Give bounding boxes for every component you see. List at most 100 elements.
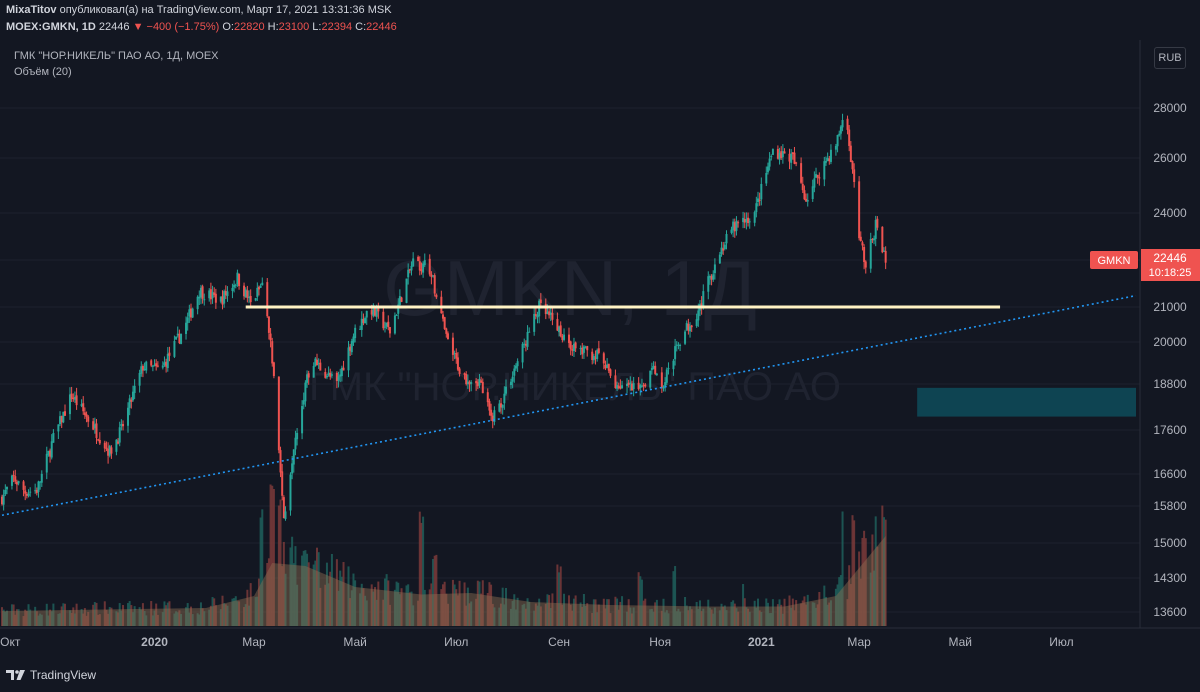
volume-bar-6 bbox=[14, 614, 17, 626]
volume-bar-199 bbox=[463, 582, 466, 626]
volume-bar-222 bbox=[514, 609, 517, 626]
volume-bar-20 bbox=[47, 615, 50, 626]
volume-bar-192 bbox=[445, 593, 448, 626]
volume-bar-269 bbox=[626, 611, 629, 626]
volume-bar-96 bbox=[223, 603, 226, 626]
volume-bar-275 bbox=[639, 576, 642, 626]
candle-body-37 bbox=[85, 414, 88, 417]
volume-bar-372 bbox=[863, 530, 866, 626]
candle-body-149 bbox=[347, 347, 350, 371]
price-zone[interactable] bbox=[917, 387, 1136, 417]
author-name[interactable]: MixaTitov bbox=[6, 4, 57, 16]
candle-body-58 bbox=[133, 385, 136, 394]
volume-bar-335 bbox=[778, 599, 781, 626]
volume-bar-218 bbox=[505, 587, 507, 626]
volume-bar-91 bbox=[211, 597, 214, 626]
volume-bar-219 bbox=[509, 608, 512, 626]
volume-bar-157 bbox=[364, 595, 367, 626]
volume-bar-120 bbox=[279, 499, 282, 626]
volume-bar-240 bbox=[558, 572, 561, 626]
volume-bar-241 bbox=[559, 566, 562, 626]
candle-body-284 bbox=[660, 372, 663, 388]
volume-bar-149 bbox=[347, 566, 350, 626]
volume-bar-224 bbox=[521, 604, 524, 626]
volume-bar-132 bbox=[306, 553, 309, 626]
x-tick-label-10: Июл bbox=[1049, 635, 1073, 649]
candle-body-72 bbox=[166, 353, 169, 369]
candle-body-202 bbox=[468, 381, 471, 385]
candle-body-370 bbox=[859, 236, 862, 242]
time-axis[interactable]: Окт 2020 Мар Май Июл Сен Ноя 2021 Мар Май Июл bbox=[0, 635, 1073, 649]
volume-bar-323 bbox=[748, 611, 751, 626]
volume-bar-40 bbox=[93, 602, 96, 626]
y-tick-label-0: 28000 bbox=[1153, 101, 1187, 115]
candle-body-140 bbox=[325, 375, 328, 378]
candle-body-121 bbox=[281, 471, 284, 496]
volume-bar-15 bbox=[35, 611, 38, 626]
volume-bar-279 bbox=[649, 609, 652, 626]
volume-bar-331 bbox=[768, 613, 771, 626]
volume-bar-325 bbox=[755, 607, 758, 626]
legend-volume[interactable]: Объём (20) bbox=[14, 66, 72, 78]
candle-body-174 bbox=[405, 278, 408, 303]
candle-body-132 bbox=[306, 374, 309, 383]
price-axis[interactable]: 28000 26000 24000 21000 20000 18800 17600 16600… bbox=[1153, 101, 1187, 619]
candle-body-337 bbox=[781, 151, 784, 158]
volume-bar-212 bbox=[491, 603, 494, 626]
legend-title[interactable]: ГМК "НОР.НИКЕЛЬ" ПАО АО, 1Д, MOEX bbox=[14, 50, 219, 62]
candle-body-318 bbox=[737, 222, 740, 224]
candle-body-123 bbox=[284, 511, 287, 520]
candle-body-214 bbox=[498, 403, 501, 412]
candle-body-187 bbox=[433, 275, 436, 294]
currency-button[interactable]: RUB bbox=[1154, 47, 1186, 69]
tradingview-brand[interactable]: TradingView bbox=[6, 668, 96, 682]
candle-body-62 bbox=[143, 368, 146, 370]
volume-bar-315 bbox=[732, 600, 735, 626]
drawings[interactable] bbox=[1, 294, 1137, 517]
candle-body-113 bbox=[261, 282, 264, 286]
candle-body-309 bbox=[718, 254, 721, 264]
candle-body-91 bbox=[211, 291, 214, 299]
volume-bar-280 bbox=[650, 608, 653, 626]
candle-body-308 bbox=[713, 264, 716, 274]
candle-body-255 bbox=[592, 355, 595, 361]
candle-body-282 bbox=[654, 365, 657, 374]
volume-bar-310 bbox=[720, 603, 723, 626]
candle-body-185 bbox=[430, 274, 433, 277]
volume-bar-69 bbox=[161, 612, 164, 626]
candle-body-30 bbox=[70, 393, 73, 399]
volume-bar-202 bbox=[468, 603, 471, 626]
candle-body-197 bbox=[456, 357, 459, 370]
volume-bar-5 bbox=[12, 604, 15, 626]
volume-bar-177 bbox=[410, 591, 413, 626]
candle-body-103 bbox=[238, 273, 241, 287]
volume-bar-18 bbox=[40, 614, 43, 626]
volume-bar-210 bbox=[488, 582, 491, 626]
candle-body-239 bbox=[556, 318, 559, 331]
volume-bar-338 bbox=[783, 598, 786, 626]
volume-bar-244 bbox=[568, 595, 570, 626]
volume-bar-175 bbox=[407, 584, 410, 626]
volume-bar-375 bbox=[871, 534, 874, 626]
volume-bar-352 bbox=[816, 604, 819, 626]
volume-bar-266 bbox=[617, 609, 620, 626]
candle-body-82 bbox=[190, 308, 192, 318]
candle-body-142 bbox=[329, 372, 332, 377]
volume-bar-356 bbox=[826, 604, 829, 626]
volume-bar-265 bbox=[616, 598, 619, 626]
volume-bar-172 bbox=[398, 594, 401, 626]
candle-body-94 bbox=[219, 296, 222, 302]
price-change: −400 (−1.75%) bbox=[146, 21, 220, 33]
volume-bar-123 bbox=[284, 573, 287, 626]
candle-body-40 bbox=[93, 424, 96, 429]
volume-bar-53 bbox=[122, 605, 125, 626]
volume-bar-374 bbox=[869, 572, 872, 626]
y-tick-label-2: 24000 bbox=[1153, 206, 1187, 220]
volume-bar-308 bbox=[713, 607, 716, 626]
y-tick-label-12: 13600 bbox=[1153, 605, 1187, 619]
candle-body-168 bbox=[388, 327, 391, 334]
candle-body-29 bbox=[68, 394, 71, 415]
candle-body-173 bbox=[400, 297, 403, 302]
symbol-label[interactable]: MOEX:GMKN, 1D bbox=[6, 21, 96, 33]
